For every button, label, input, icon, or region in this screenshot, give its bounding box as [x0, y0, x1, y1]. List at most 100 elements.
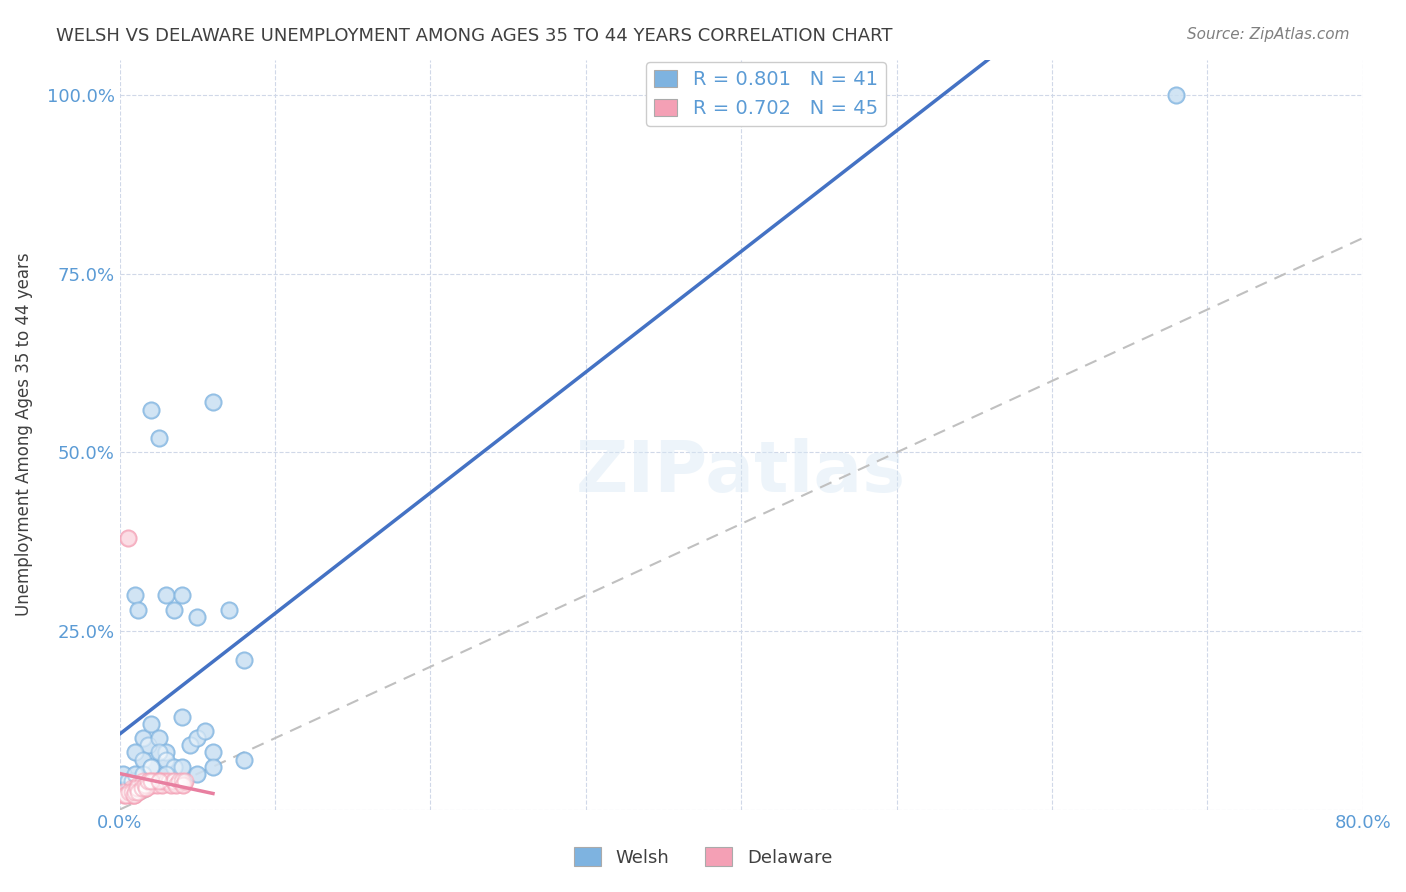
- Point: [218, 602, 240, 616]
- Point: [139, 774, 162, 789]
- Point: [127, 602, 149, 616]
- Point: [136, 778, 159, 792]
- Point: [132, 753, 155, 767]
- Point: [149, 774, 172, 789]
- Point: [139, 760, 162, 774]
- Point: [233, 652, 256, 666]
- Text: ZIPatlas: ZIPatlas: [576, 438, 907, 507]
- Point: [131, 778, 153, 792]
- Point: [172, 778, 194, 792]
- Point: [148, 774, 170, 789]
- Point: [111, 785, 134, 799]
- Point: [136, 738, 159, 752]
- Point: [165, 778, 187, 792]
- Point: [162, 774, 184, 789]
- Point: [139, 774, 162, 789]
- Point: [699, 88, 721, 103]
- Point: [139, 716, 162, 731]
- Point: [124, 588, 146, 602]
- Point: [134, 781, 156, 796]
- Point: [152, 774, 174, 789]
- Point: [127, 785, 149, 799]
- Point: [132, 774, 155, 789]
- Point: [163, 602, 186, 616]
- Point: [115, 789, 138, 803]
- Point: [124, 781, 146, 796]
- Point: [201, 395, 224, 409]
- Point: [125, 781, 148, 796]
- Point: [186, 609, 208, 624]
- Point: [121, 785, 143, 799]
- Point: [124, 767, 146, 781]
- Point: [146, 778, 169, 792]
- Point: [122, 789, 145, 803]
- Point: [139, 774, 162, 789]
- Point: [138, 774, 160, 789]
- Legend: Welsh, Delaware: Welsh, Delaware: [567, 840, 839, 874]
- Point: [170, 588, 193, 602]
- Point: [135, 781, 157, 796]
- Point: [163, 774, 186, 789]
- Point: [124, 785, 146, 799]
- Point: [142, 774, 165, 789]
- Point: [122, 789, 145, 803]
- Point: [162, 774, 184, 789]
- Point: [139, 774, 162, 789]
- Point: [145, 774, 167, 789]
- Point: [155, 774, 177, 789]
- Point: [163, 602, 186, 616]
- Point: [170, 709, 193, 723]
- Point: [127, 778, 149, 792]
- Point: [163, 760, 186, 774]
- Point: [122, 789, 145, 803]
- Point: [148, 431, 170, 445]
- Point: [148, 731, 170, 745]
- Point: [148, 431, 170, 445]
- Point: [131, 781, 153, 796]
- Point: [186, 767, 208, 781]
- Point: [149, 774, 172, 789]
- Point: [121, 774, 143, 789]
- Point: [201, 745, 224, 759]
- Point: [186, 731, 208, 745]
- Point: [233, 753, 256, 767]
- Point: [170, 760, 193, 774]
- Point: [124, 785, 146, 799]
- Point: [174, 774, 197, 789]
- Point: [170, 588, 193, 602]
- Point: [155, 745, 177, 759]
- Point: [165, 778, 187, 792]
- Point: [201, 760, 224, 774]
- Point: [134, 778, 156, 792]
- Point: [117, 774, 139, 789]
- Point: [174, 774, 197, 789]
- Point: [139, 716, 162, 731]
- Point: [160, 778, 183, 792]
- Point: [134, 778, 156, 792]
- Point: [127, 602, 149, 616]
- Point: [148, 774, 170, 789]
- Point: [148, 774, 170, 789]
- Point: [122, 789, 145, 803]
- Point: [699, 88, 721, 103]
- Point: [139, 760, 162, 774]
- Point: [124, 745, 146, 759]
- Point: [139, 402, 162, 417]
- Point: [172, 778, 194, 792]
- Point: [131, 781, 153, 796]
- Point: [201, 760, 224, 774]
- Point: [141, 778, 163, 792]
- Point: [112, 789, 135, 803]
- Point: [148, 745, 170, 759]
- Point: [159, 774, 181, 789]
- Point: [167, 774, 190, 789]
- Point: [150, 778, 173, 792]
- Y-axis label: Unemployment Among Ages 35 to 44 years: Unemployment Among Ages 35 to 44 years: [15, 252, 32, 616]
- Point: [186, 767, 208, 781]
- Point: [170, 774, 193, 789]
- Point: [124, 745, 146, 759]
- Point: [121, 781, 143, 796]
- Point: [167, 774, 190, 789]
- Point: [170, 774, 193, 789]
- Point: [118, 785, 141, 799]
